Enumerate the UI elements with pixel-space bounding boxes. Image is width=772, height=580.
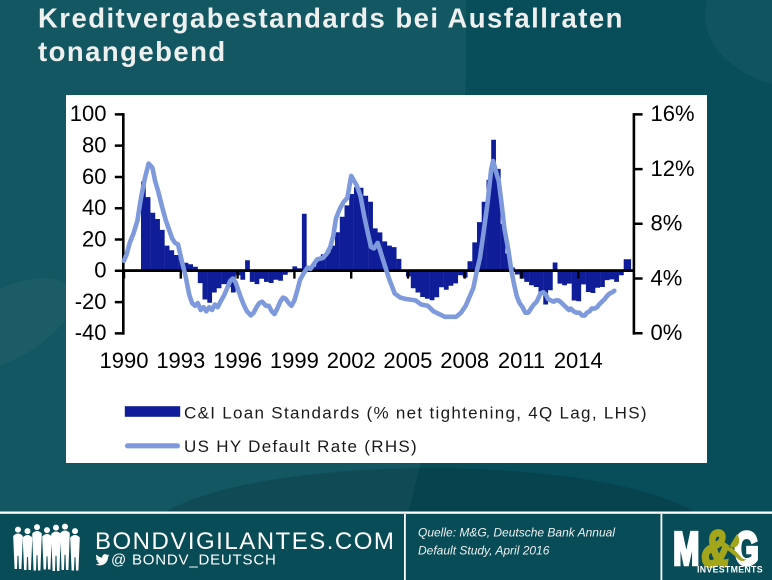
svg-text:Kreditvergabestandards bei Aus: Kreditvergabestandards bei Ausfallraten xyxy=(38,2,624,33)
svg-text:0%: 0% xyxy=(651,320,683,345)
svg-text:-40: -40 xyxy=(75,320,107,345)
svg-text:US HY Default Rate (RHS): US HY Default Rate (RHS) xyxy=(184,437,418,456)
svg-text:2002: 2002 xyxy=(327,348,376,373)
svg-text:40: 40 xyxy=(82,195,106,220)
svg-text:-20: -20 xyxy=(75,289,107,314)
svg-text:tonangebend: tonangebend xyxy=(38,36,227,67)
svg-text:16%: 16% xyxy=(651,101,695,126)
svg-text:1996: 1996 xyxy=(213,348,262,373)
svg-text:G: G xyxy=(734,524,758,575)
svg-text:C&I Loan Standards (% net tigh: C&I Loan Standards (% net tightening, 4Q… xyxy=(184,404,648,423)
svg-text:Default Study, April 2016: Default Study, April 2016 xyxy=(418,544,550,558)
svg-text:1999: 1999 xyxy=(270,348,319,373)
svg-text:100: 100 xyxy=(70,101,107,126)
svg-text:2005: 2005 xyxy=(383,348,432,373)
svg-text:2008: 2008 xyxy=(440,348,489,373)
svg-text:Quelle: M&G, Deutsche Bank Ann: Quelle: M&G, Deutsche Bank Annual xyxy=(418,526,615,540)
svg-text:2014: 2014 xyxy=(554,348,603,373)
svg-text:0: 0 xyxy=(94,258,106,283)
svg-text:&: & xyxy=(702,520,730,578)
svg-text:1990: 1990 xyxy=(100,348,149,373)
svg-text:M: M xyxy=(673,524,699,575)
svg-text:20: 20 xyxy=(82,226,106,251)
svg-text:80: 80 xyxy=(82,133,106,158)
svg-text:2011: 2011 xyxy=(498,348,545,373)
svg-text:BONDVIGILANTES.COM: BONDVIGILANTES.COM xyxy=(95,528,395,555)
svg-text:8%: 8% xyxy=(651,211,683,236)
svg-text:4%: 4% xyxy=(651,265,683,290)
svg-text:INVESTMENTS: INVESTMENTS xyxy=(697,565,763,575)
svg-text:60: 60 xyxy=(82,164,106,189)
svg-text:1993: 1993 xyxy=(156,348,205,373)
svg-text:@ BONDV_DEUTSCH: @ BONDV_DEUTSCH xyxy=(111,552,277,569)
svg-text:12%: 12% xyxy=(651,156,695,181)
